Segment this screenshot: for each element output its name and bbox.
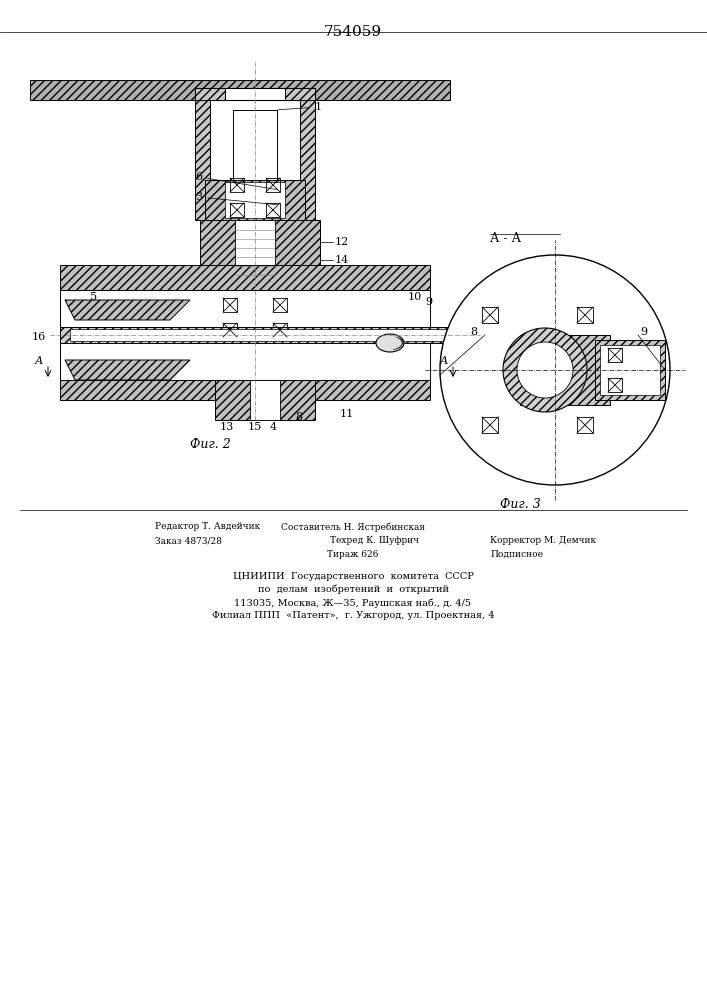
Circle shape	[517, 342, 573, 398]
Polygon shape	[285, 88, 315, 100]
Text: А: А	[440, 356, 448, 366]
Polygon shape	[250, 380, 280, 420]
Text: 1: 1	[278, 102, 322, 112]
Polygon shape	[595, 340, 665, 400]
Text: 9: 9	[425, 297, 432, 307]
Ellipse shape	[376, 334, 404, 352]
Polygon shape	[65, 300, 190, 320]
Text: 3: 3	[195, 192, 277, 205]
Polygon shape	[233, 110, 277, 210]
Text: 16: 16	[32, 332, 46, 342]
Polygon shape	[30, 80, 450, 100]
Text: Составитель Н. Ястребинская: Составитель Н. Ястребинская	[281, 522, 425, 532]
Text: 12: 12	[335, 237, 349, 247]
Polygon shape	[300, 100, 315, 220]
Polygon shape	[65, 360, 190, 380]
Text: 13: 13	[220, 422, 234, 432]
Text: 6: 6	[195, 172, 277, 190]
Polygon shape	[235, 220, 275, 280]
Polygon shape	[60, 265, 430, 290]
Text: А: А	[35, 356, 43, 366]
Circle shape	[503, 328, 587, 412]
Text: 8: 8	[470, 327, 477, 337]
Text: 4: 4	[270, 422, 277, 432]
Polygon shape	[215, 380, 315, 420]
Text: Техред К. Шуфрич: Техред К. Шуфрич	[330, 536, 419, 545]
Text: Редактор Т. Авдейчик: Редактор Т. Авдейчик	[155, 522, 260, 531]
Text: 15: 15	[248, 422, 262, 432]
Polygon shape	[195, 88, 315, 100]
Text: по  делам  изобретений  и  открытий: по делам изобретений и открытий	[257, 585, 448, 594]
Polygon shape	[225, 182, 285, 218]
Text: А - А: А - А	[490, 232, 521, 245]
Text: Фиг. 2: Фиг. 2	[190, 438, 230, 451]
Polygon shape	[60, 290, 430, 380]
Circle shape	[440, 255, 670, 485]
Text: Филиал ППП  «Патент»,  г. Ужгород, ул. Проектная, 4: Филиал ППП «Патент», г. Ужгород, ул. Про…	[212, 611, 494, 620]
Text: Заказ 4873/28: Заказ 4873/28	[155, 536, 222, 545]
Polygon shape	[600, 345, 660, 395]
Text: 9: 9	[640, 327, 647, 337]
Text: 5: 5	[90, 292, 97, 302]
Text: 754059: 754059	[324, 25, 382, 39]
Polygon shape	[195, 88, 225, 100]
Text: 113035, Москва, Ж—35, Раушская наб., д. 4/5: 113035, Москва, Ж—35, Раушская наб., д. …	[235, 598, 472, 607]
Text: Фиг. 3: Фиг. 3	[500, 498, 541, 511]
Polygon shape	[205, 180, 305, 220]
Text: 11: 11	[340, 409, 354, 419]
Polygon shape	[60, 380, 430, 400]
Polygon shape	[200, 220, 320, 280]
Text: 10: 10	[408, 292, 422, 302]
Text: 14: 14	[335, 255, 349, 265]
Polygon shape	[70, 329, 450, 341]
Text: Корректор М. Демчик: Корректор М. Демчик	[490, 536, 596, 545]
Polygon shape	[520, 335, 610, 405]
Text: Тираж 626: Тираж 626	[327, 550, 379, 559]
Polygon shape	[60, 327, 460, 343]
Text: 8: 8	[295, 412, 302, 422]
Polygon shape	[195, 100, 210, 220]
Text: Подписное: Подписное	[490, 550, 543, 559]
Text: ЦНИИПИ  Государственного  комитета  СССР: ЦНИИПИ Государственного комитета СССР	[233, 572, 474, 581]
